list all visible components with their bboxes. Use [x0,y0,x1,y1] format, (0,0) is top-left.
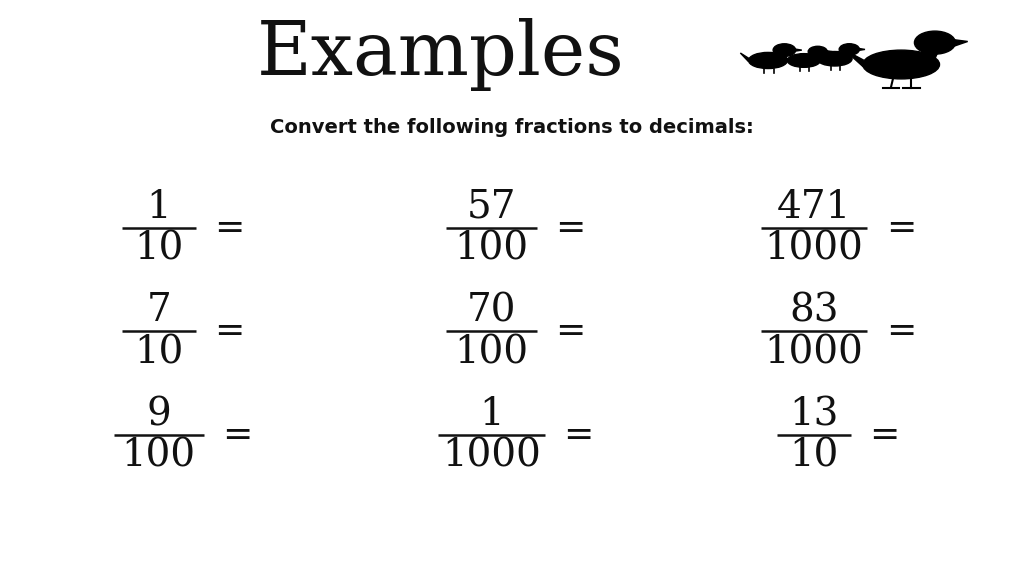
Ellipse shape [787,54,820,67]
Circle shape [808,46,827,57]
Text: 1: 1 [146,189,171,226]
Polygon shape [922,43,942,59]
Text: 10: 10 [134,230,183,267]
Text: 471: 471 [777,189,851,226]
Text: 10: 10 [790,438,839,475]
Text: Convert the following fractions to decimals:: Convert the following fractions to decim… [270,119,754,137]
Text: 57: 57 [467,189,516,226]
Text: 100: 100 [455,334,528,371]
Text: =: = [214,210,245,245]
Polygon shape [810,52,817,60]
Text: =: = [214,314,245,348]
Ellipse shape [817,51,852,66]
Polygon shape [845,50,863,67]
Text: Examples: Examples [256,18,625,91]
Ellipse shape [862,50,940,79]
Circle shape [773,44,796,56]
Circle shape [914,31,955,54]
Circle shape [839,44,859,55]
Text: 13: 13 [790,396,839,433]
Text: =: = [563,418,594,452]
Text: 70: 70 [467,293,516,329]
Text: 1: 1 [479,396,504,433]
Polygon shape [795,49,802,51]
Text: 7: 7 [146,293,171,329]
Text: 100: 100 [122,438,196,475]
Polygon shape [780,54,787,62]
Polygon shape [740,53,749,62]
Text: =: = [555,314,586,348]
Text: =: = [869,418,900,452]
Ellipse shape [749,52,787,69]
Text: 83: 83 [790,293,839,329]
Text: 1000: 1000 [765,334,863,371]
Text: =: = [886,210,916,245]
Text: 9: 9 [146,396,171,433]
Text: 1000: 1000 [765,230,863,267]
Text: 1000: 1000 [442,438,541,475]
Polygon shape [954,40,968,46]
Polygon shape [826,51,833,52]
Text: =: = [222,418,253,452]
Text: 10: 10 [134,334,183,371]
Text: =: = [886,314,916,348]
Text: =: = [555,210,586,245]
Polygon shape [858,48,865,51]
Text: 100: 100 [455,230,528,267]
